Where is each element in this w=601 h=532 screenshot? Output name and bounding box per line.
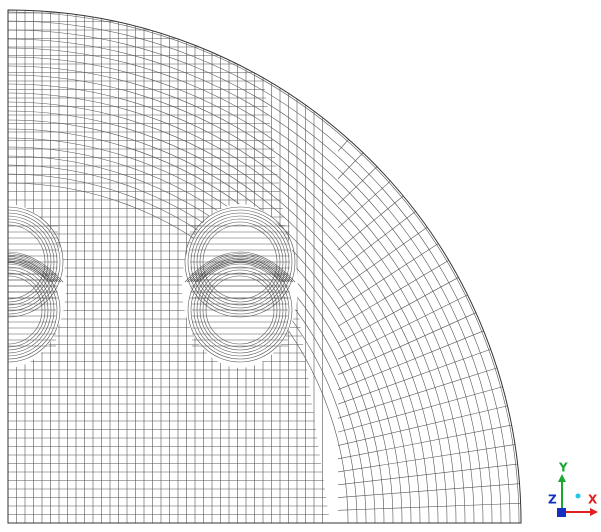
hole-ring [184,206,296,318]
mesh-radial [337,180,391,229]
mesh-radial [337,330,484,390]
hole-ring [8,260,58,360]
hole-edge [194,259,286,283]
hole-edge [190,256,290,283]
mesh-radial [337,152,364,180]
mesh-arc [8,101,430,523]
mesh-radial [337,444,516,473]
y-arrow-head [558,474,566,482]
mesh-arc [8,155,376,523]
z-axis-label: Z [548,493,557,507]
x-axis-label: X [588,493,598,507]
hole-edge [186,253,294,283]
hole-ring [8,257,61,363]
hole-edge [8,251,64,283]
mesh-radial [337,243,439,309]
mesh-arc [8,74,457,523]
axis-triad: Y Z X [548,461,598,517]
mesh-radial [337,277,459,344]
mesh-radial [337,195,404,251]
mesh-radial [337,367,498,419]
mesh-radial [337,483,520,498]
mesh-radial [337,211,416,271]
mesh-radial [337,503,521,511]
hole-edge [198,262,282,283]
x-arrow-head [590,508,598,516]
hole-edge [192,257,288,283]
mesh-arc [8,92,439,523]
mesh-arc [8,65,466,523]
mesh-arc [8,20,511,523]
mesh-arc [8,83,448,523]
mesh-arc [8,29,502,523]
hole-edge [8,254,60,283]
z-axis-marker [557,508,566,517]
mesh [8,10,521,523]
hole-edge [8,262,50,283]
hole-edge [8,259,54,283]
mesh-radial [337,386,503,433]
mesh-arc [8,38,493,523]
mesh-arc [8,173,358,523]
mesh-radial [337,405,508,446]
hole-mask [8,204,66,368]
hole-edge [196,260,284,283]
y-axis-label: Y [558,461,568,475]
hole-ring [187,209,293,315]
mesh-arc [8,56,475,523]
mesh-boundary [7,9,522,524]
mesh-radial [337,463,518,486]
mesh-radial [337,139,349,152]
hole-edge [8,257,56,283]
outer-mesh [8,10,521,523]
hole-edge [8,260,52,283]
mesh-arc [8,11,520,523]
mesh-radial [337,227,428,291]
mesh-radial [337,260,449,327]
mesh-radial [337,348,491,405]
hole-ring [8,209,61,315]
hole-edge [188,254,292,283]
mesh-radial [337,424,512,460]
mesh-radial [337,166,378,205]
hole-ring [8,206,64,318]
origin-dot [575,493,581,499]
mesh-arc [8,110,421,523]
hole-edge [8,253,62,283]
mesh-arc [8,119,412,523]
mesh-radial [337,294,468,360]
mesh-radial [337,312,477,375]
hole-edge [184,251,296,283]
mesh-arc [8,47,484,523]
hole-edge [8,256,58,283]
mesh-arc [8,164,367,523]
